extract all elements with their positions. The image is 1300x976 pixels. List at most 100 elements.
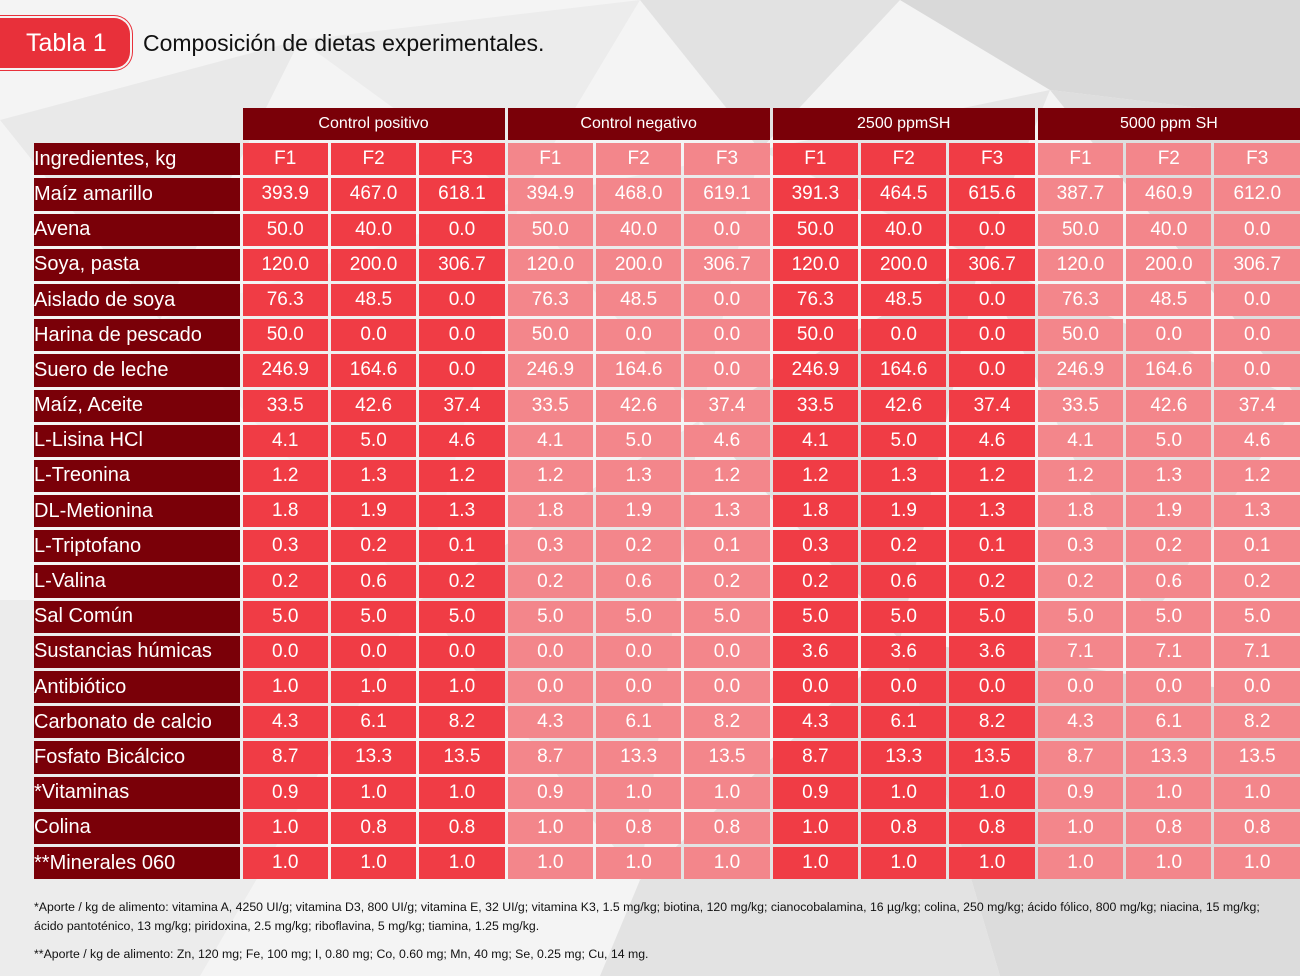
value-cell: 50.0 xyxy=(1037,319,1124,352)
value-cell: 1.0 xyxy=(419,671,505,704)
value-cell: 0.2 xyxy=(861,530,947,563)
value-cell: 200.0 xyxy=(330,248,417,281)
value-cell: 612.0 xyxy=(1214,178,1300,211)
value-cell: 7.1 xyxy=(1037,635,1124,668)
value-cell: 0.9 xyxy=(507,776,593,809)
table-title: Composición de dietas experimentales. xyxy=(143,30,545,56)
value-cell: 0.0 xyxy=(684,635,770,668)
value-cell: 42.6 xyxy=(1126,389,1212,422)
value-cell: 42.6 xyxy=(861,389,947,422)
subheader-cell: F2 xyxy=(1126,143,1212,176)
ingredient-label: L-Treonina xyxy=(34,459,240,493)
footnote-vitamins: *Aporte / kg de alimento: vitamina A, 42… xyxy=(34,900,1260,933)
value-cell: 48.5 xyxy=(330,283,417,317)
value-cell: 1.0 xyxy=(1214,776,1300,809)
value-cell: 1.3 xyxy=(949,495,1035,528)
value-cell: 76.3 xyxy=(242,283,328,317)
subheader-cell: F2 xyxy=(861,143,947,176)
value-cell: 0.0 xyxy=(419,283,505,317)
value-cell: 306.7 xyxy=(949,248,1035,281)
value-cell: 619.1 xyxy=(684,178,770,211)
value-cell: 0.0 xyxy=(242,635,328,668)
value-cell: 1.0 xyxy=(242,811,328,844)
value-cell: 0.0 xyxy=(595,671,682,704)
value-cell: 0.2 xyxy=(1126,530,1212,563)
value-cell: 1.2 xyxy=(507,459,593,493)
ingredient-label: Harina de pescado xyxy=(34,319,240,352)
value-cell: 0.3 xyxy=(1037,530,1124,563)
ingredient-label: **Minerales 060 xyxy=(34,846,240,880)
value-cell: 4.1 xyxy=(507,424,593,457)
value-cell: 0.0 xyxy=(595,319,682,352)
ingredient-label: Antibiótico xyxy=(34,671,240,704)
value-cell: 1.3 xyxy=(595,459,682,493)
value-cell: 0.2 xyxy=(419,565,505,598)
value-cell: 0.0 xyxy=(772,671,859,704)
value-cell: 460.9 xyxy=(1126,178,1212,211)
value-cell: 0.2 xyxy=(772,565,859,598)
table-row: DL-Metionina 1.8 1.9 1.3 1.8 1.9 1.3 1.8 1.9 1.3 1… xyxy=(34,495,1300,528)
value-cell: 164.6 xyxy=(595,354,682,387)
group-header-control-negativo: Control negativo xyxy=(507,108,770,141)
empty-corner xyxy=(34,108,240,140)
value-cell: 33.5 xyxy=(772,389,859,422)
value-cell: 0.0 xyxy=(419,354,505,387)
value-cell: 0.0 xyxy=(949,354,1035,387)
ingredient-label: Aislado de soya xyxy=(34,283,240,317)
value-cell: 1.0 xyxy=(242,671,328,704)
value-cell: 0.2 xyxy=(595,530,682,563)
ingredient-label: Sal Común xyxy=(34,600,240,633)
value-cell: 13.5 xyxy=(684,741,770,774)
value-cell: 1.0 xyxy=(330,846,417,880)
table-row: Avena 50.0 40.0 0.0 50.0 40.0 0.0 50.0 40.0 0.0 50… xyxy=(34,213,1300,246)
value-cell: 42.6 xyxy=(595,389,682,422)
value-cell: 5.0 xyxy=(419,600,505,633)
value-cell: 50.0 xyxy=(242,319,328,352)
value-cell: 467.0 xyxy=(330,178,417,211)
value-cell: 8.2 xyxy=(419,706,505,739)
value-cell: 33.5 xyxy=(242,389,328,422)
value-cell: 0.0 xyxy=(595,635,682,668)
value-cell: 8.2 xyxy=(1214,706,1300,739)
value-cell: 246.9 xyxy=(507,354,593,387)
value-cell: 0.2 xyxy=(1037,565,1124,598)
value-cell: 1.0 xyxy=(772,846,859,880)
value-cell: 1.3 xyxy=(419,495,505,528)
table-row: Colina 1.0 0.8 0.8 1.0 0.8 0.8 1.0 0.8 0.8 1.0 0.8 0… xyxy=(34,811,1300,844)
value-cell: 1.8 xyxy=(1037,495,1124,528)
value-cell: 0.2 xyxy=(330,530,417,563)
value-cell: 4.6 xyxy=(684,424,770,457)
value-cell: 8.2 xyxy=(949,706,1035,739)
value-cell: 1.3 xyxy=(684,495,770,528)
value-cell: 615.6 xyxy=(949,178,1035,211)
value-cell: 13.3 xyxy=(330,741,417,774)
value-cell: 120.0 xyxy=(1037,248,1124,281)
value-cell: 0.0 xyxy=(507,635,593,668)
value-cell: 33.5 xyxy=(507,389,593,422)
value-cell: 13.5 xyxy=(949,741,1035,774)
subheader-cell: F2 xyxy=(330,143,417,176)
value-cell: 0.0 xyxy=(1214,671,1300,704)
value-cell: 1.2 xyxy=(772,459,859,493)
value-cell: 1.2 xyxy=(1214,459,1300,493)
value-cell: 5.0 xyxy=(684,600,770,633)
value-cell: 387.7 xyxy=(1037,178,1124,211)
ingredient-label: L-Triptofano xyxy=(34,530,240,563)
value-cell: 0.0 xyxy=(949,213,1035,246)
value-cell: 618.1 xyxy=(419,178,505,211)
value-cell: 5.0 xyxy=(1126,600,1212,633)
value-cell: 0.0 xyxy=(1126,319,1212,352)
value-cell: 1.0 xyxy=(1126,846,1212,880)
value-cell: 1.0 xyxy=(684,776,770,809)
value-cell: 6.1 xyxy=(330,706,417,739)
value-cell: 40.0 xyxy=(595,213,682,246)
group-header-2500ppm: 2500 ppmSH xyxy=(772,108,1035,141)
value-cell: 391.3 xyxy=(772,178,859,211)
value-cell: 0.0 xyxy=(1037,671,1124,704)
value-cell: 8.2 xyxy=(684,706,770,739)
value-cell: 394.9 xyxy=(507,178,593,211)
footnote-minerals: **Aporte / kg de alimento: Zn, 120 mg; F… xyxy=(34,947,649,961)
value-cell: 0.6 xyxy=(1126,565,1212,598)
value-cell: 468.0 xyxy=(595,178,682,211)
value-cell: 13.3 xyxy=(595,741,682,774)
